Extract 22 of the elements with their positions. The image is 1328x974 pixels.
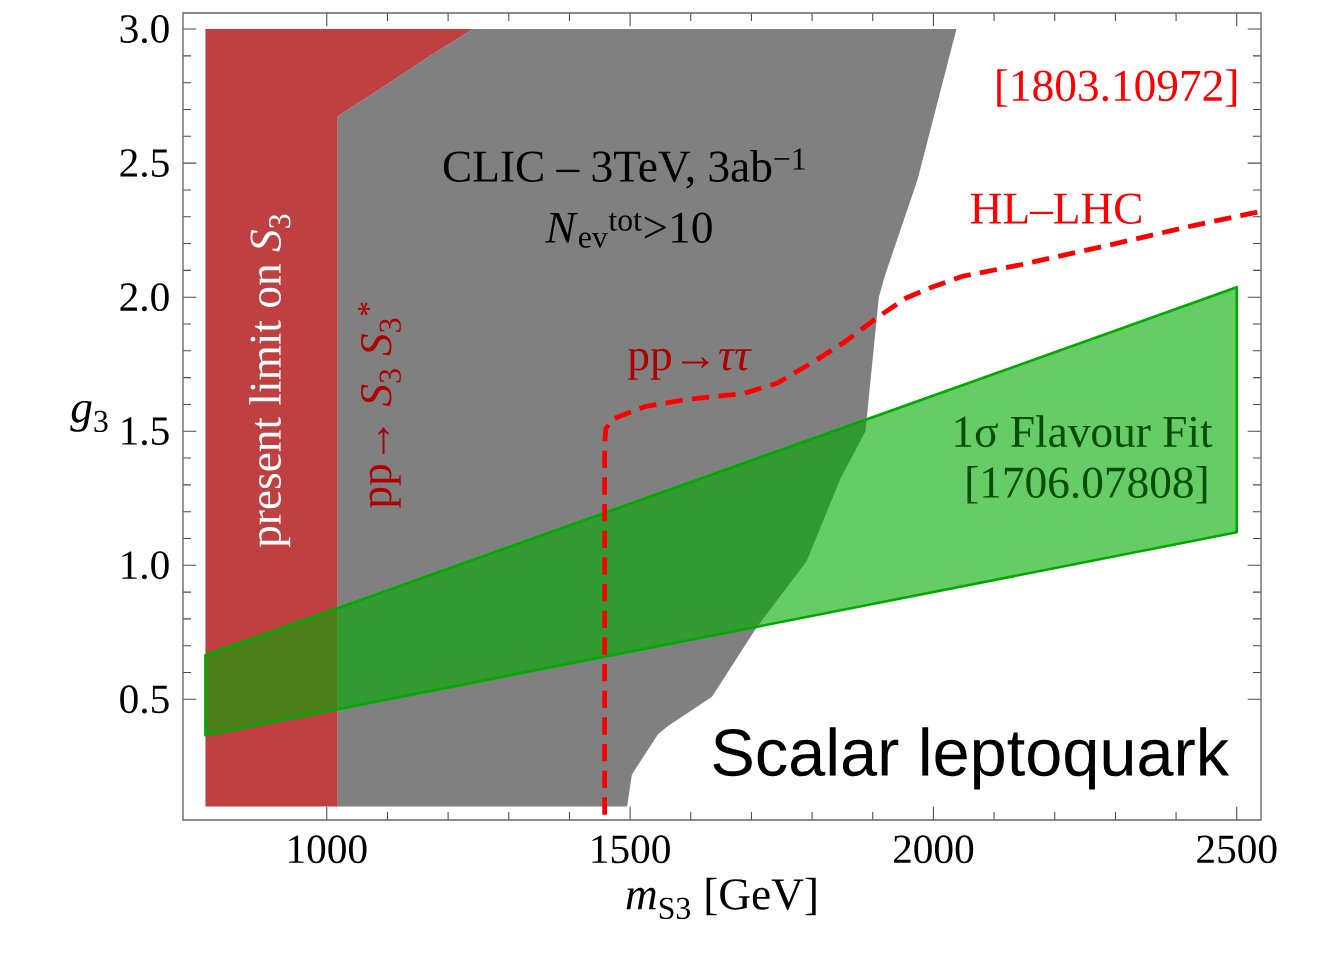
series-label: HL–LHC [970,193,1141,224]
annotation: pp→ S$_{3}$ S$_{3}$* [358,302,401,508]
x-tick-label: 1500 [592,835,670,864]
series-label: 1σ Flavour Fit [955,415,1213,448]
x-tick-label: 2000 [893,835,974,864]
y-tick-label: 2.5 [120,149,169,178]
x-tick-label: 2500 [1197,835,1277,864]
annotation: [1706.07808] [967,466,1207,504]
annotation: pp→ττ [628,348,752,380]
y-tick-label: 1.5 [122,417,169,446]
annotation: [1803.10972] [997,69,1237,107]
annotation: CLIC – 3TeV, 3ab$^{−1}$ [443,148,805,189]
y-axis-title: g$_{3}$ [70,400,108,433]
series-label: present limit on S$_{3}$ [249,214,291,548]
y-tick-label: 3.0 [120,15,169,44]
y-tick-label: 1.0 [122,551,169,580]
y-tick-label: 2.0 [120,283,169,312]
annotation: Scalar leptoquark [713,727,1230,790]
x-tick-label: 1000 [289,835,367,864]
y-tick-label: 0.5 [120,685,169,714]
x-axis-title: m$_{S3}$ [GeV] [626,877,816,920]
annotation: N$_{ev}$$^{tot}$>10 [545,212,712,248]
